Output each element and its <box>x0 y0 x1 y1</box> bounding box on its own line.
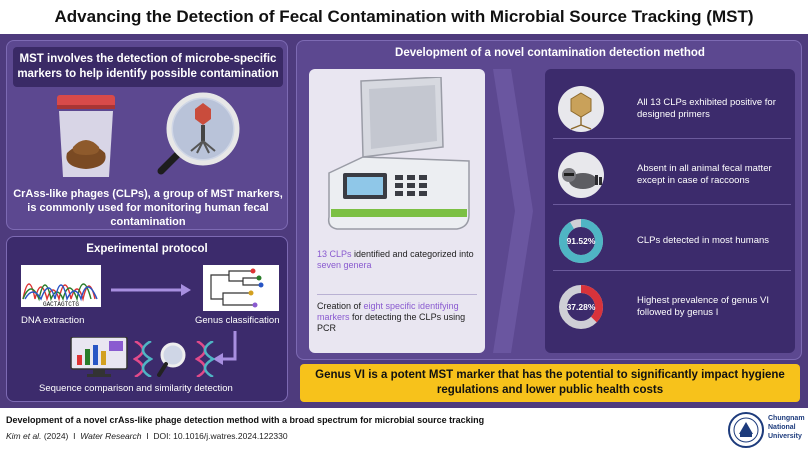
mst-intro-panel: MST involves the detection of microbe-sp… <box>6 40 288 230</box>
step-sequence-comparison: Sequence comparison and similarity detec… <box>39 383 233 394</box>
dna-helix-icon <box>133 341 153 377</box>
arrow-down-left-icon <box>213 331 237 365</box>
clp-count-text: 13 CLPs <box>317 249 352 259</box>
finding-genus: 37.28% Highest prevalence of genus VI fo… <box>553 277 791 337</box>
dna-helix-icon-2 <box>195 341 215 377</box>
journal: Water Research <box>80 431 142 441</box>
raccoon-icon <box>558 152 604 198</box>
pcr-separator <box>317 294 477 295</box>
protocol-heading: Experimental protocol <box>86 243 208 255</box>
markers-text: eight specific identifying markers <box>317 301 459 322</box>
method-panel: Development of a novel contamination det… <box>296 40 802 360</box>
donut-arc <box>559 219 603 263</box>
page-title: Advancing the Detection of Fecal Contami… <box>0 0 808 34</box>
step-dna-extraction: DNA extraction <box>21 315 85 326</box>
pcr-caption-1: 13 CLPs identified and categorized into … <box>317 249 474 270</box>
university-name: Chungnam National University <box>768 415 805 440</box>
footer: Development of a novel crAss-like phage … <box>0 408 808 452</box>
findings-panel: All 13 CLPs exhibited positive for desig… <box>545 69 795 353</box>
arrow-right-icon <box>111 284 191 296</box>
donut-value-label: 37.28% <box>566 302 596 312</box>
year: (2024) <box>43 431 69 441</box>
clp-description: CrAss-like phages (CLPs), a group of MST… <box>13 188 283 228</box>
pcr-card: 13 CLPs identified and categorized into … <box>309 69 485 353</box>
citation: Kim et al. (2024) I Water Research I DOI… <box>6 431 288 441</box>
magnifier-icon <box>157 342 186 377</box>
chevron-right-icon <box>493 69 533 353</box>
pcr-machine-icon <box>327 77 470 230</box>
doi: DOI: 10.1016/j.watres.2024.122330 <box>153 431 288 441</box>
genera-text: seven genera <box>317 260 372 270</box>
step-genus-classification: Genus classification <box>195 315 280 326</box>
phage-icon <box>558 86 604 132</box>
finding-raccoons-text: Absent in all animal fecal matter except… <box>637 163 772 186</box>
finding-primers-text: All 13 CLPs exhibited positive for desig… <box>637 97 776 120</box>
phylogenetic-tree-icon <box>203 265 279 311</box>
finding-primers: All 13 CLPs exhibited positive for desig… <box>553 79 791 139</box>
finding-humans-text: CLPs detected in most humans <box>637 235 770 246</box>
conclusion-banner: Genus VI is a potent MST marker that has… <box>300 364 800 402</box>
monitor-icon <box>70 337 128 377</box>
magnifier-phage-icon <box>157 92 240 175</box>
authors: Kim et al. <box>6 431 42 441</box>
mst-intro-heading: MST involves the detection of microbe-sp… <box>13 47 283 87</box>
sample-jar-icon <box>57 95 115 177</box>
protocol-panel: Experimental protocol GACTAGTCTG DNA <box>6 236 288 402</box>
paper-title: Development of a novel crAss-like phage … <box>6 415 485 425</box>
donut-chart <box>559 285 603 329</box>
finding-genus-text: Highest prevalence of genus VI followed … <box>637 295 770 318</box>
donut-arc <box>559 285 603 329</box>
infographic-body: MST involves the detection of microbe-sp… <box>0 34 808 408</box>
pcr-caption-2: Creation of eight specific identifying m… <box>317 301 466 333</box>
dna-sequence-text: GACTAGTCTG <box>43 301 79 307</box>
chromatogram-icon: GACTAGTCTG <box>21 265 101 307</box>
donut-value-label: 91.52% <box>566 236 596 246</box>
donut-chart <box>559 219 603 263</box>
finding-raccoons: Absent in all animal fecal matter except… <box>553 145 791 205</box>
method-heading: Development of a novel contamination det… <box>395 47 705 59</box>
university-seal-icon <box>728 412 764 448</box>
finding-humans: 91.52% CLPs detected in most humans <box>553 211 791 271</box>
donut-chart-humans: 91.52% <box>557 217 605 265</box>
donut-chart-genus: 37.28% <box>557 283 605 331</box>
